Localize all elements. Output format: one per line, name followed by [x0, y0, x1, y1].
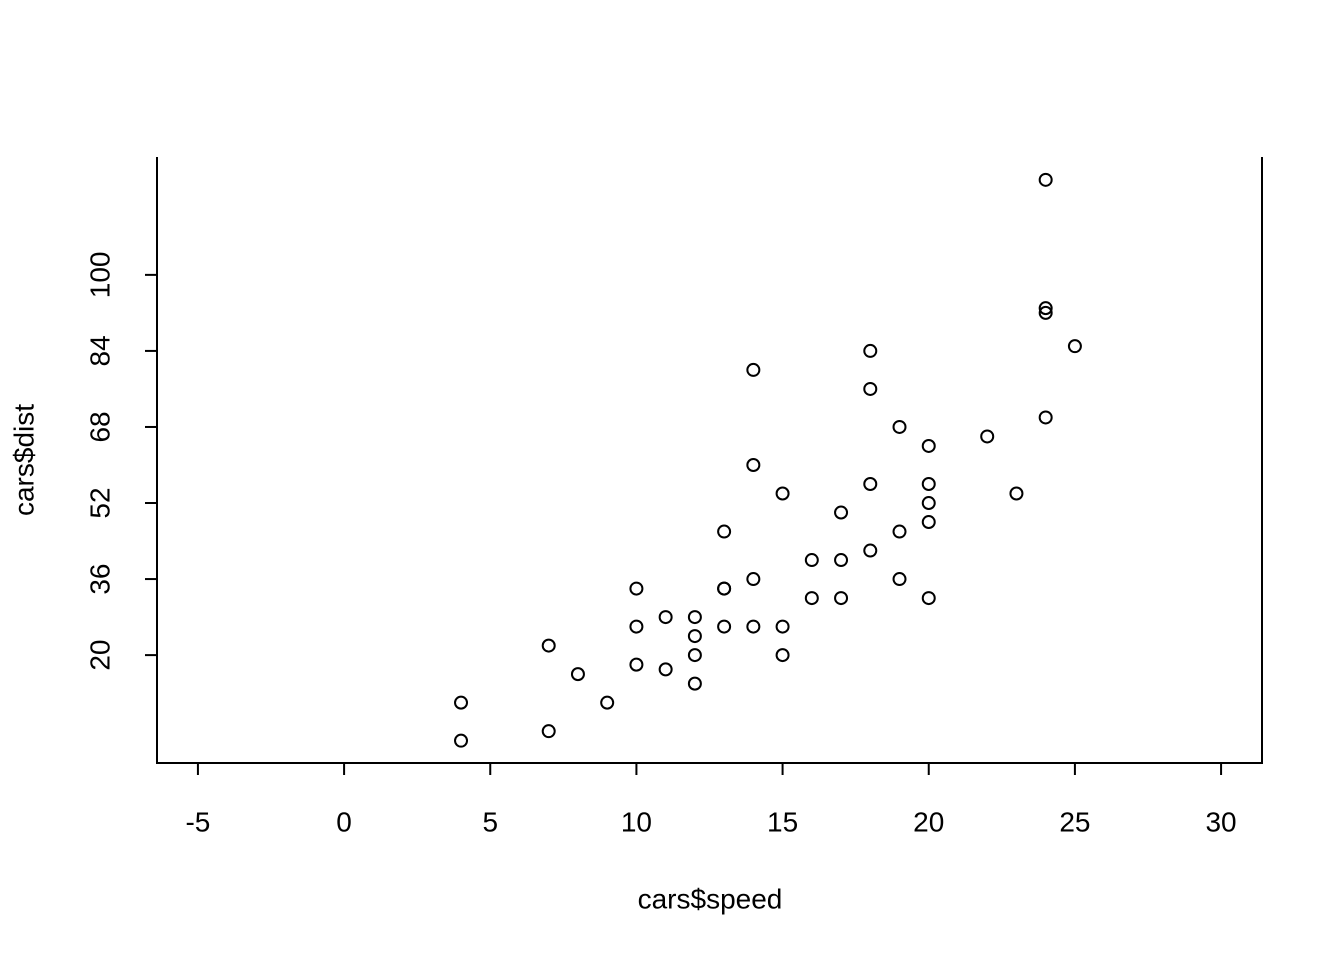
point — [863, 343, 878, 358]
point — [1067, 339, 1082, 354]
point — [746, 619, 761, 634]
point — [717, 581, 732, 596]
plot-frame — [156, 157, 1263, 764]
x-tick-label: 0 — [336, 806, 352, 837]
point — [892, 572, 907, 587]
point — [629, 657, 644, 672]
y-tick-label: 20 — [84, 640, 115, 671]
point — [1038, 305, 1053, 320]
point — [687, 648, 702, 663]
y-axis-label: cars$dist — [8, 404, 39, 516]
point — [717, 524, 732, 539]
point — [746, 362, 761, 377]
y-tick-label: 36 — [84, 563, 115, 594]
point — [834, 591, 849, 606]
x-tick-label: 5 — [482, 806, 498, 837]
point — [1038, 301, 1053, 316]
point — [1038, 172, 1053, 187]
point — [658, 662, 673, 677]
point — [1009, 486, 1024, 501]
point — [600, 695, 615, 710]
x-tick-label: 15 — [767, 806, 798, 837]
point — [746, 572, 761, 587]
point — [775, 619, 790, 634]
point — [454, 695, 469, 710]
point — [746, 457, 761, 472]
point — [921, 438, 936, 453]
point — [921, 515, 936, 530]
point — [892, 524, 907, 539]
x-tick-label: 30 — [1205, 806, 1236, 837]
point — [775, 648, 790, 663]
point — [629, 619, 644, 634]
point — [570, 667, 585, 682]
x-tick-label: 20 — [913, 806, 944, 837]
point — [454, 733, 469, 748]
point — [1038, 410, 1053, 425]
point — [629, 581, 644, 596]
point — [834, 505, 849, 520]
point — [775, 486, 790, 501]
point — [863, 381, 878, 396]
point — [921, 477, 936, 492]
y-tick-label: 52 — [84, 487, 115, 518]
point — [921, 496, 936, 511]
point — [658, 610, 673, 625]
point — [804, 553, 819, 568]
point — [541, 724, 556, 739]
y-tick-label: 84 — [84, 335, 115, 366]
point — [921, 591, 936, 606]
x-tick-label: 25 — [1059, 806, 1090, 837]
point — [863, 543, 878, 558]
point — [687, 610, 702, 625]
point — [687, 676, 702, 691]
point — [863, 477, 878, 492]
x-tick-label: 10 — [621, 806, 652, 837]
point — [804, 591, 819, 606]
point — [717, 619, 732, 634]
point — [834, 553, 849, 568]
point — [541, 638, 556, 653]
x-axis-label: cars$speed — [638, 883, 783, 914]
point — [980, 429, 995, 444]
point — [892, 419, 907, 434]
y-tick-label: 100 — [84, 252, 115, 299]
point — [687, 629, 702, 644]
x-tick-label: -5 — [185, 806, 210, 837]
y-tick-label: 68 — [84, 411, 115, 442]
